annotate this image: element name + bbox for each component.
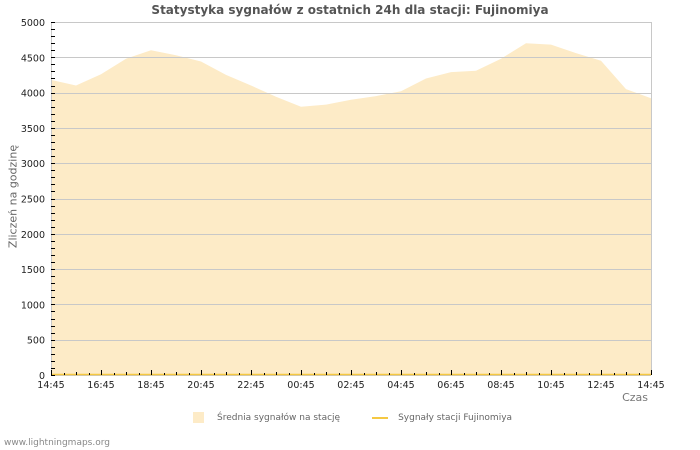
y-tick-label: 4000 [21,89,45,100]
x-tick-label: 10:45 [537,380,564,391]
x-tick-label: 18:45 [137,380,164,391]
x-tick-label: 14:45 [37,380,64,391]
x-axis-label: Czas [622,391,648,404]
x-tick-label: 16:45 [87,380,114,391]
y-tick-label: 3000 [21,159,45,170]
y-tick-label: 500 [27,336,45,347]
y-tick-label: 1000 [21,300,45,311]
x-tick-label: 20:45 [187,380,214,391]
legend-item-average[interactable]: Średnia sygnałów na stację [193,412,340,423]
legend-label: Średnia sygnałów na stację [217,412,341,423]
chart-plot: 0 500 1000 1500 2000 2500 3000 3500 4000 4500 5000… [21,18,665,391]
average-area [51,43,651,375]
x-tick-label: 12:45 [587,380,614,391]
x-tick-label: 06:45 [437,380,464,391]
y-tick-label: 4500 [21,53,45,64]
legend-label: Sygnały stacji Fujinomiya [398,412,513,423]
x-tick-label: 08:45 [487,380,514,391]
area-swatch-icon [193,412,204,423]
y-tick-label: 3500 [21,124,45,135]
x-tick-label: 22:45 [237,380,264,391]
y-tick-label: 5000 [21,18,45,29]
y-tick-label: 2500 [21,195,45,206]
y-tick-label: 1500 [21,265,45,276]
y-tick-label: 2000 [21,230,45,241]
y-tick-label: 0 [39,371,45,382]
legend: Średnia sygnałów na stację Sygnały stacj… [193,412,544,423]
x-tick-label: 02:45 [337,380,364,391]
x-tick-label: 00:45 [287,380,314,391]
line-swatch-icon [372,416,389,419]
x-tick-label: 14:45 [637,380,664,391]
x-tick-label: 04:45 [387,380,414,391]
legend-item-station[interactable]: Sygnały stacji Fujinomiya [372,413,512,423]
chart-title: Statystyka sygnałów z ostatnich 24h dla … [151,3,549,17]
footer-link[interactable]: www.lightningmaps.org [4,438,110,448]
